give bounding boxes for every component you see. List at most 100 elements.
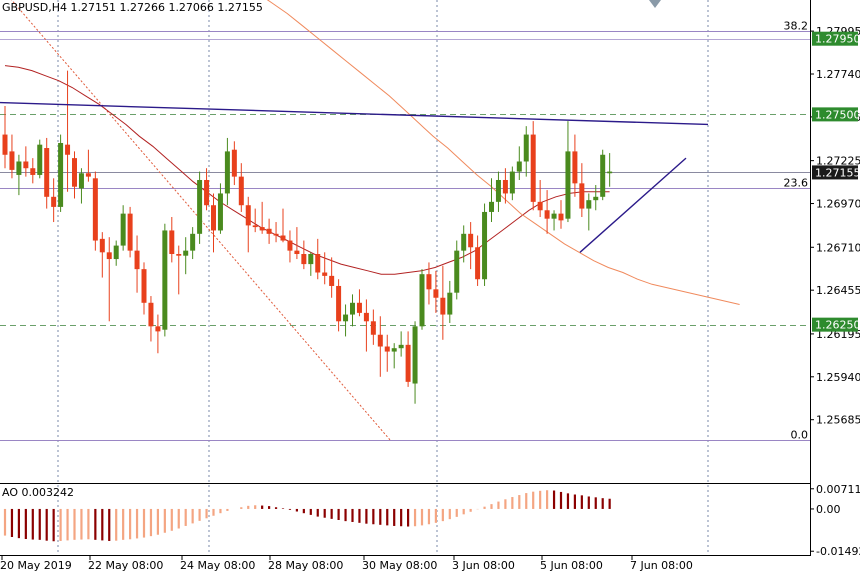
candle-body: [537, 201, 543, 211]
price-tick-label: 1.26455: [816, 284, 860, 297]
candle-body: [489, 201, 494, 212]
candle-body: [141, 269, 147, 303]
ao-indicator-panel: [0, 483, 810, 542]
candle-body: [502, 179, 508, 194]
candle-body: [384, 346, 390, 352]
candle-body: [155, 326, 161, 332]
candle-body: [322, 272, 328, 276]
candle-body: [336, 285, 342, 322]
candle-body: [343, 314, 349, 322]
symbol-ohlc-header: GBPUSD,H4 1.27151 1.27266 1.27066 1.2715…: [2, 1, 263, 14]
candle-body: [294, 250, 300, 255]
price-tick-label: 1.25940: [816, 371, 860, 384]
price-level-tag: [812, 317, 858, 332]
price-level-tag: [812, 31, 858, 46]
price-level-tag-label: 1.27155: [815, 166, 860, 179]
candle-body: [65, 144, 71, 155]
price-level-tag-label: 1.26250: [815, 319, 860, 332]
candle-body: [572, 151, 578, 184]
candle-body: [551, 213, 557, 219]
price-tick-label: 1.26710: [816, 241, 860, 254]
price-tick-label: 1.27225: [816, 155, 860, 168]
time-tick-label: 3 Jun 08:00: [452, 559, 515, 572]
candle-body: [16, 161, 22, 175]
fibonacci-level-label: 0.0: [791, 429, 809, 442]
candle-body: [85, 173, 91, 177]
candle-body: [558, 213, 564, 221]
candle-body: [224, 151, 230, 194]
candle-body: [92, 178, 98, 241]
candle-body: [516, 161, 522, 172]
candle-body: [495, 179, 501, 202]
chart-shift-arrow-icon[interactable]: [649, 0, 661, 8]
candle-body: [280, 235, 286, 241]
price-level-tag-label: 1.27950: [815, 33, 860, 46]
candle-body: [217, 193, 223, 231]
fibonacci-retracement: 38.2 23.6 0.0: [0, 0, 810, 442]
candle-body: [148, 302, 154, 327]
candle-body: [37, 144, 43, 175]
candle-body: [58, 142, 64, 207]
candle-body: [259, 227, 265, 231]
candle-body: [99, 238, 105, 253]
candle-body: [370, 321, 376, 335]
candle-body: [190, 233, 196, 251]
ma-slow-line: [4, 65, 610, 275]
candle-body: [23, 161, 29, 169]
candle-body: [183, 250, 189, 256]
candle-body: [72, 158, 77, 187]
ma-fast-line: [266, 0, 740, 305]
candle-body: [482, 211, 488, 280]
candle-body: [350, 302, 355, 315]
price-tick-label: 1.26970: [816, 198, 860, 211]
candle-body: [440, 297, 446, 315]
candle-body: [2, 134, 8, 155]
candle-body: [287, 240, 293, 251]
moving-averages: [4, 0, 740, 305]
candle-body: [509, 171, 515, 194]
fibonacci-level-label: 38.2: [784, 20, 809, 33]
candle-body: [134, 250, 140, 270]
candle-body: [266, 228, 272, 234]
candle-body: [44, 148, 50, 197]
candle-body: [391, 348, 397, 352]
candle-body: [607, 171, 613, 174]
candle-body: [363, 312, 369, 322]
candle-body: [586, 200, 592, 209]
candle-body: [231, 149, 237, 177]
time-tick-label: 28 May 08:00: [268, 559, 343, 572]
time-tick-label: 7 Jun 08:00: [630, 559, 693, 572]
candle-body: [211, 205, 216, 231]
ao-tick-label: 0.00: [816, 503, 841, 516]
candle-body: [454, 250, 460, 293]
candle-body: [238, 176, 244, 206]
candle-body: [9, 151, 15, 170]
candle-body: [356, 302, 362, 313]
candle-body: [106, 252, 112, 260]
candle-body: [468, 233, 474, 248]
price-tick-label: 1.27740: [816, 68, 860, 81]
candle-body: [308, 254, 314, 265]
time-tick-label: 20 May 2019: [0, 559, 72, 572]
candle-body: [530, 134, 536, 202]
fibonacci-level-label: 23.6: [784, 177, 809, 190]
candle-body: [169, 230, 175, 255]
candlestick-series: [2, 70, 613, 404]
candle-body: [78, 173, 84, 189]
price-level-tag: [812, 165, 858, 180]
ao-tick-label: 0.007112: [816, 483, 860, 496]
candle-body: [544, 210, 550, 219]
support-trendline: [579, 157, 687, 253]
candle-body: [120, 213, 126, 246]
candle-body: [579, 183, 585, 209]
candle-body: [329, 275, 335, 286]
candle-body: [377, 334, 383, 347]
candle-body: [197, 179, 203, 234]
candle-body: [162, 230, 168, 330]
candle-body: [30, 168, 36, 175]
candle-body: [113, 245, 119, 260]
candle-body: [51, 196, 57, 207]
price-tick-label: 1.25685: [816, 414, 860, 427]
